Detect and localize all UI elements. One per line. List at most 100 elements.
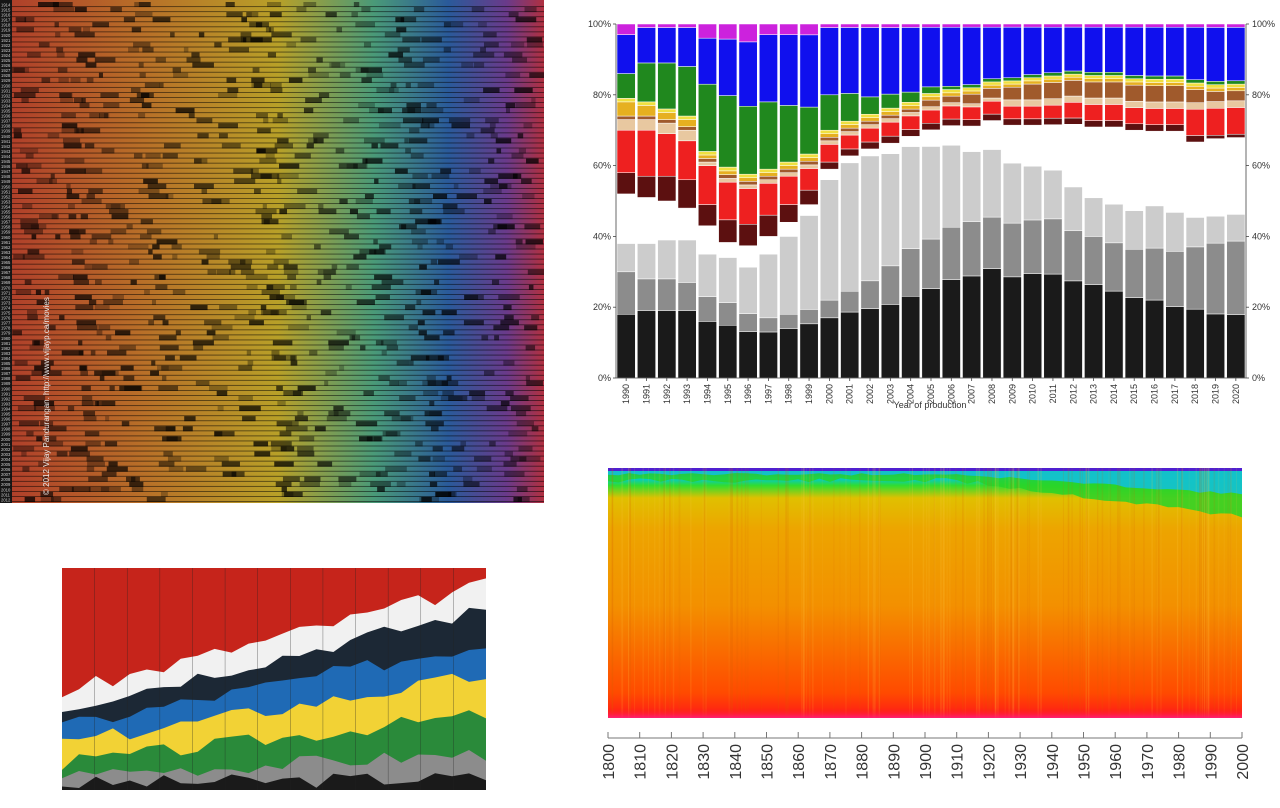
- heat-cell: [188, 113, 195, 119]
- heat-cell: [246, 12, 259, 18]
- x-tick-label: 1990: [621, 384, 631, 404]
- heat-cell: [430, 426, 439, 432]
- bar-segment: [1002, 118, 1022, 126]
- column-streak: [1040, 468, 1042, 718]
- bar-segment: [637, 115, 656, 120]
- y-tick-label: 2006: [1, 467, 11, 472]
- column-streak: [1131, 468, 1133, 718]
- heat-cell: [405, 305, 416, 311]
- heat-cell: [267, 264, 279, 270]
- heat-cell: [101, 471, 117, 477]
- x-tick-label: 2016: [1150, 384, 1160, 404]
- heat-cell: [277, 138, 289, 144]
- column-streak: [1097, 468, 1099, 718]
- heat-cell: [406, 103, 421, 109]
- y-tick-label: 20%: [593, 302, 611, 312]
- heat-cell: [508, 431, 528, 437]
- row-separator: [12, 496, 544, 497]
- heat-cell: [435, 491, 452, 497]
- bar-segment: [962, 93, 982, 104]
- bar-segment: [860, 148, 880, 157]
- heat-cell: [410, 153, 424, 159]
- heat-cell: [120, 365, 134, 371]
- heat-cell: [363, 390, 374, 396]
- heat-cell: [175, 108, 195, 114]
- y-tick-label: 1940: [1, 134, 11, 139]
- heat-cell: [40, 496, 54, 502]
- heat-cell: [133, 153, 143, 159]
- heat-cell: [510, 456, 527, 462]
- heat-cell: [297, 188, 318, 194]
- heat-cell: [96, 400, 116, 407]
- heat-cell: [133, 42, 151, 48]
- heat-cell: [286, 299, 305, 306]
- bar-segment: [1206, 81, 1225, 85]
- heat-cell: [364, 193, 374, 199]
- heat-cell: [34, 365, 51, 371]
- column-streak: [872, 468, 875, 718]
- row-separator: [12, 384, 544, 386]
- bar-segment: [982, 120, 1002, 150]
- heat-cell: [55, 234, 61, 240]
- column-streak: [703, 468, 706, 718]
- bar-segment: [616, 34, 636, 74]
- heat-cell: [94, 370, 116, 376]
- bar-segment: [982, 149, 1002, 218]
- bar-segment: [1104, 78, 1124, 83]
- heat-cell: [434, 279, 440, 285]
- heat-cell: [386, 345, 399, 351]
- x-tick-label: 1920: [981, 744, 998, 780]
- heat-cell: [147, 183, 167, 189]
- bar-segment: [860, 155, 880, 282]
- heat-cell: [331, 62, 346, 68]
- heat-cell: [445, 244, 453, 250]
- heat-cell: [484, 178, 499, 184]
- heat-cell: [420, 289, 432, 295]
- column-streak: [911, 468, 913, 718]
- y-tick-label: 1945: [1, 159, 11, 164]
- bar-segment: [779, 236, 799, 315]
- row-separator: [12, 501, 544, 502]
- heat-cell: [75, 305, 94, 311]
- heat-cell: [78, 350, 84, 356]
- heat-cell: [303, 108, 314, 114]
- bar-segment: [840, 127, 860, 132]
- bar-segment: [880, 121, 900, 137]
- heat-cell: [69, 229, 80, 235]
- heat-cell: [318, 204, 324, 210]
- heat-cell: [511, 153, 524, 159]
- x-tick-label: 2003: [885, 384, 895, 404]
- heat-cell: [531, 97, 536, 104]
- heat-cell: [382, 431, 401, 437]
- heat-cell: [282, 476, 300, 482]
- column-streak: [983, 468, 985, 718]
- heat-cell: [239, 406, 261, 412]
- bar-segment: [860, 117, 880, 122]
- y-tick-label: 2003: [1, 452, 11, 457]
- bar-segment: [880, 27, 900, 95]
- heat-cell: [279, 209, 288, 215]
- bar-segment: [982, 97, 1002, 102]
- row-separator: [12, 400, 544, 401]
- column-streak: [728, 468, 730, 718]
- bar-segment: [1185, 82, 1205, 87]
- x-tick-label: 2000: [1235, 744, 1252, 780]
- bar-segment: [1023, 105, 1043, 120]
- bar-segment: [1002, 80, 1022, 85]
- heat-cell: [380, 340, 397, 346]
- heat-cell: [27, 52, 41, 58]
- row-separator: [12, 263, 544, 265]
- heat-cell: [291, 305, 307, 311]
- bar-segment: [901, 248, 921, 297]
- heat-cell: [74, 294, 92, 300]
- stream-layer: [62, 773, 486, 790]
- x-tick-label: 2012: [1068, 384, 1078, 404]
- heat-cell: [135, 12, 153, 18]
- y-tick-label: 1982: [1, 346, 11, 351]
- column-streak: [806, 468, 807, 718]
- heat-cell: [296, 7, 307, 13]
- y-tick-label: 0%: [598, 373, 611, 383]
- bar-segment: [1226, 137, 1246, 215]
- bar-segment: [921, 109, 941, 124]
- bar-segment: [1124, 78, 1144, 83]
